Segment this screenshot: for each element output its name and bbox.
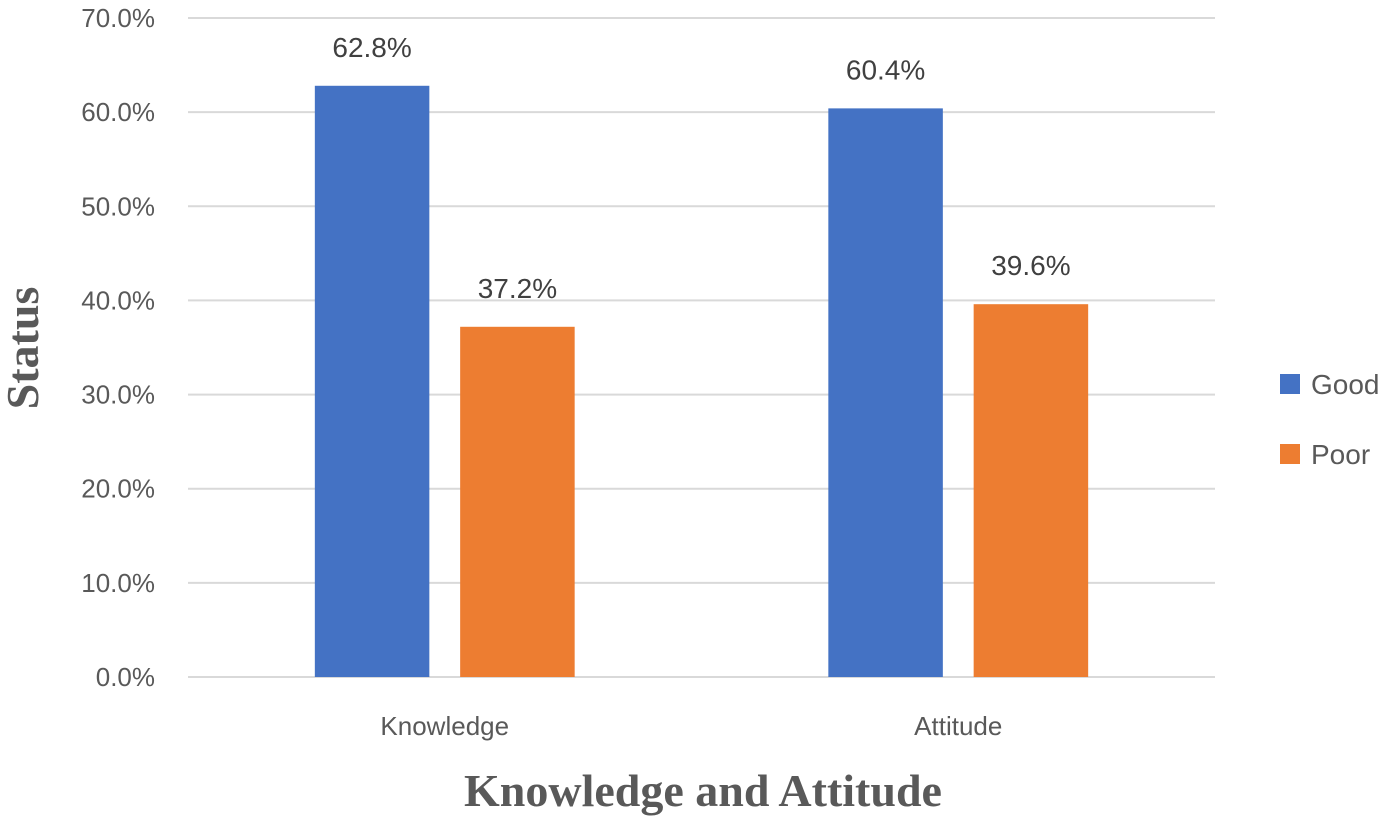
y-tick-label: 20.0% <box>81 474 155 504</box>
y-tick-label: 10.0% <box>81 568 155 598</box>
bar-good-knowledge <box>314 85 430 678</box>
y-tick-label: 60.0% <box>81 97 155 127</box>
y-tick-label: 40.0% <box>81 285 155 315</box>
y-axis-title: Status <box>0 287 48 410</box>
data-label: 37.2% <box>478 273 557 304</box>
x-axis-category-labels: Knowledge Attitude <box>380 711 1002 741</box>
data-labels: 62.8% 37.2% 60.4% 39.6% <box>332 32 1070 304</box>
bar-poor-knowledge <box>460 326 575 677</box>
data-label: 60.4% <box>846 54 925 85</box>
y-tick-label: 50.0% <box>81 191 155 221</box>
data-label: 39.6% <box>991 250 1070 281</box>
data-label: 62.8% <box>332 32 411 63</box>
bar-poor-attitude <box>973 304 1089 677</box>
bars <box>314 85 1089 678</box>
bar-good-attitude <box>828 108 943 678</box>
y-axis-tick-labels: 0.0% 10.0% 20.0% 30.0% 40.0% 50.0% 60.0% 70.0% <box>81 3 155 692</box>
legend-swatch-poor <box>1280 444 1300 464</box>
y-tick-label: 0.0% <box>96 662 155 692</box>
y-tick-label: 30.0% <box>81 380 155 410</box>
legend-swatch-good <box>1280 374 1300 394</box>
x-axis-title: Knowledge and Attitude <box>464 765 942 816</box>
x-category-label: Knowledge <box>380 711 509 741</box>
y-tick-label: 70.0% <box>81 3 155 33</box>
legend: Good Poor <box>1280 369 1380 470</box>
legend-label-good: Good <box>1311 369 1380 400</box>
x-category-label: Attitude <box>914 711 1002 741</box>
legend-label-poor: Poor <box>1311 439 1370 470</box>
